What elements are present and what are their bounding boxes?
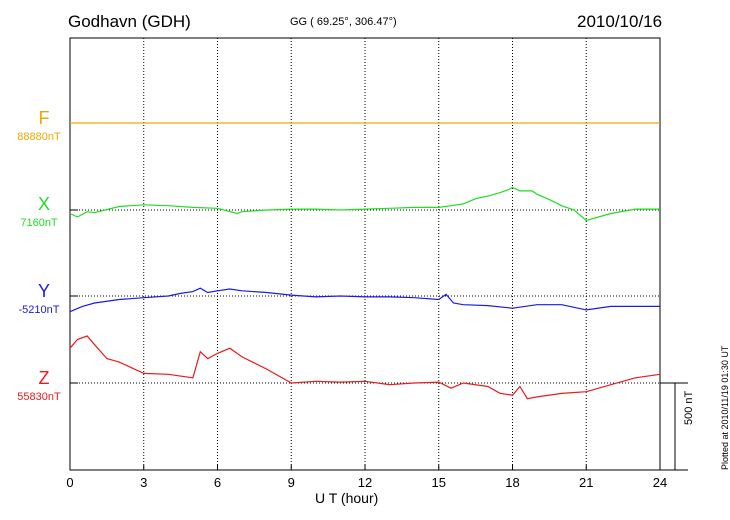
x-tick-label: 15 (432, 475, 446, 490)
x-tick-label: 3 (140, 475, 147, 490)
x-tick-label: 12 (358, 475, 372, 490)
series-line-x (69, 186, 660, 222)
series-lines (69, 122, 661, 400)
chart-date: 2010/10/16 (577, 12, 663, 31)
x-tick-label: 21 (579, 475, 593, 490)
station-coordinates: GG ( 69.25°, 306.47°) (290, 16, 397, 28)
x-tick-label: 24 (653, 475, 667, 490)
x-tick-label: 6 (214, 475, 221, 490)
x-axis-ticks: 0 3 6 9 12 15 18 21 24 (66, 122, 667, 490)
grid-lines (70, 38, 660, 470)
scale-bar (660, 382, 688, 471)
component-baseline-f: 88880nT (17, 131, 61, 143)
component-label-x: X (37, 194, 50, 214)
x-axis-label: U T (hour) (315, 490, 379, 506)
x-tick-label: 0 (66, 475, 73, 490)
x-tick-label: 9 (288, 475, 295, 490)
plotted-timestamp: Plotted at 2010/11/19 01:30 UT (720, 345, 730, 470)
series-line-z (69, 335, 661, 400)
scale-bar-label: 500 nT (683, 390, 695, 425)
component-label-z: Z (38, 368, 50, 388)
series-line-y (69, 287, 660, 313)
component-baseline-z: 55830nT (17, 391, 61, 403)
component-baseline-y: -5210nT (18, 304, 60, 316)
x-tick-label: 18 (505, 475, 519, 490)
component-baseline-x: 7160nT (20, 217, 58, 229)
station-title: Godhavn (GDH) (68, 12, 191, 31)
component-label-f: F (38, 108, 50, 128)
component-label-y: Y (37, 281, 50, 301)
